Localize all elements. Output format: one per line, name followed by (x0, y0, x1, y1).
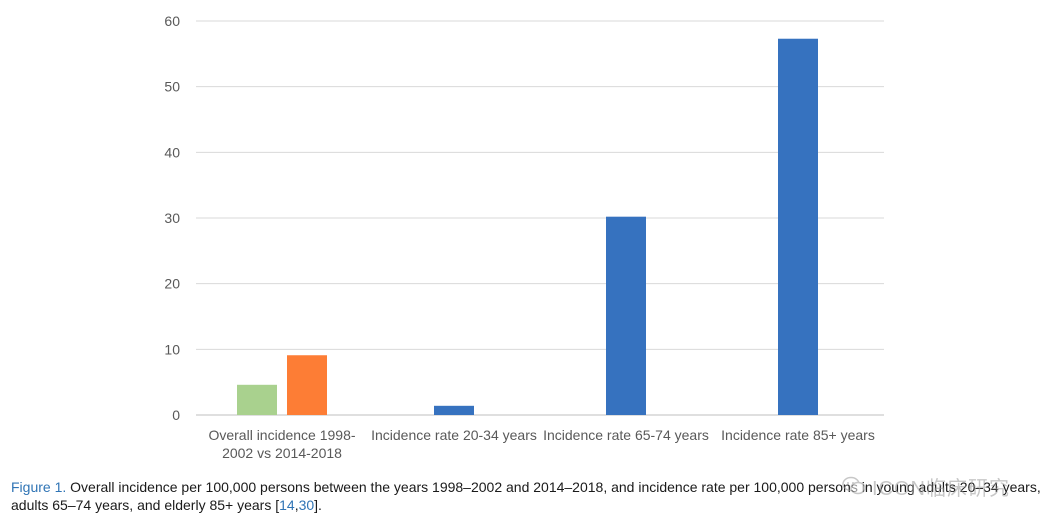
watermark: ICON临床研究 (842, 472, 1042, 500)
bar (434, 405, 474, 415)
reference-link-14[interactable]: 14 (279, 497, 295, 513)
y-tick-label: 60 (164, 13, 180, 29)
x-category-label: Overall incidence 1998-2002 vs 2014-2018 (208, 427, 355, 461)
y-tick-label: 10 (164, 341, 180, 357)
watermark-text: ICON临床研究 (872, 477, 1010, 500)
bar (237, 384, 277, 415)
wechat-icon (842, 476, 866, 495)
y-tick-label: 50 (164, 79, 180, 95)
reference-separator: , (294, 497, 299, 513)
y-tick-label: 0 (172, 407, 180, 423)
figure-caption: Figure 1. Overall incidence per 100,000 … (11, 478, 1041, 514)
reference-link-30[interactable]: 30 (298, 497, 315, 513)
bar (778, 38, 818, 415)
figure-label: Figure 1. (11, 479, 67, 495)
gridlines (196, 20, 884, 416)
caption-end: ]. (314, 497, 322, 513)
x-category-label: Incidence rate 85+ years (721, 427, 875, 443)
caption-text: Overall incidence per 100,000 persons be… (11, 479, 1041, 513)
y-tick-label: 40 (164, 144, 180, 160)
bar (606, 216, 646, 415)
x-category-label: Incidence rate 20-34 years (371, 427, 537, 443)
x-category-label: Incidence rate 65-74 years (543, 427, 709, 443)
y-axis-ticks: 0 10 20 30 40 50 60 (164, 13, 180, 423)
bars (237, 38, 818, 415)
y-tick-label: 30 (164, 210, 180, 226)
bar-chart: 0 10 20 30 40 50 60 Overall incidence 1998-200… (164, 13, 884, 461)
y-tick-label: 20 (164, 276, 180, 292)
bar (287, 355, 327, 415)
x-axis-categories: Overall incidence 1998-2002 vs 2014-2018… (208, 427, 874, 461)
